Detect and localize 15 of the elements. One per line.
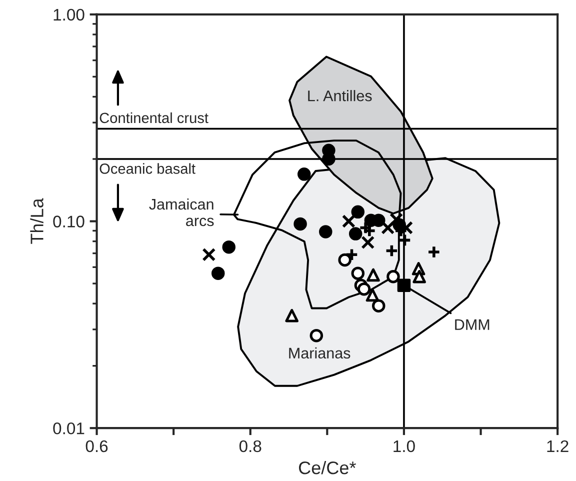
y-tick-label: 0.01: [53, 422, 84, 434]
ref-line-label: Continental crust: [100, 112, 208, 124]
annotation: Marianas: [289, 347, 350, 359]
y-tick-label: 0.10: [53, 216, 84, 228]
x-axis-title: Ce/Ce*: [298, 460, 356, 474]
y-tick-label: 1.00: [54, 8, 84, 21]
x-tick-label: 1.2: [547, 440, 568, 452]
x-tick-label: 1.0: [394, 440, 415, 452]
y-axis-title: Th/La: [30, 198, 44, 244]
x-tick-label: 0.6: [86, 440, 108, 452]
ref-line-label: Oceanic basalt: [100, 163, 196, 174]
annotation: L. Antilles: [308, 90, 372, 102]
annotation: DMM: [455, 319, 490, 330]
x-tick-label: 0.8: [239, 440, 262, 452]
annotation: Jamaican arcs: [149, 198, 214, 226]
